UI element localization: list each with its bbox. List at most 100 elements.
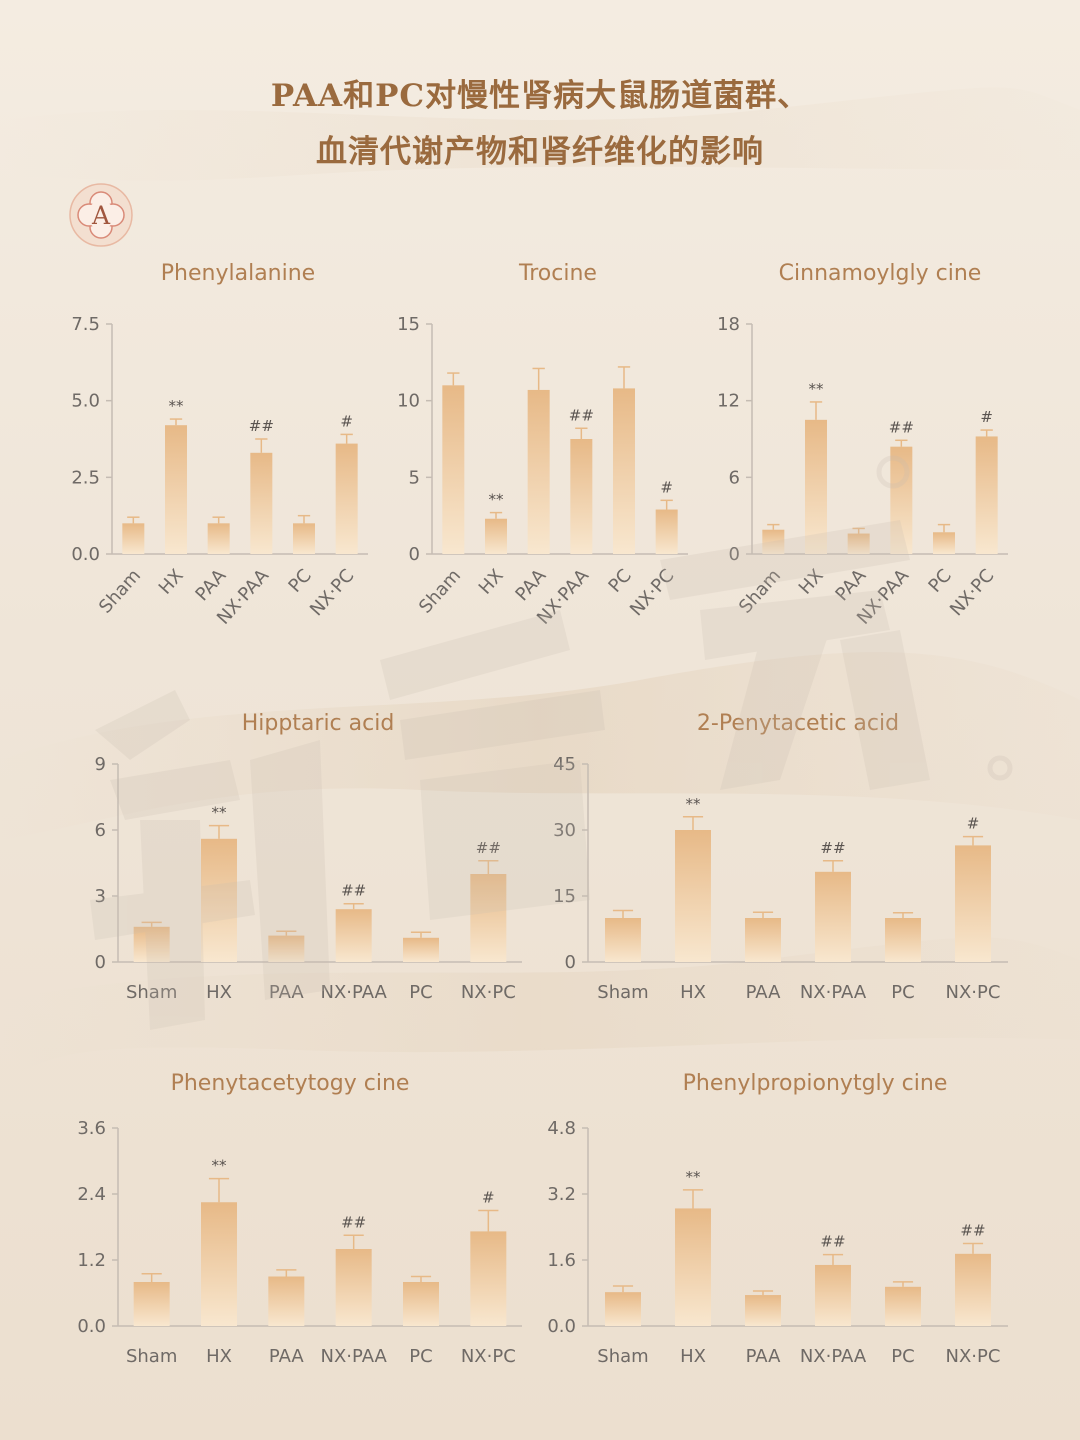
bar (847, 533, 870, 554)
bar (442, 385, 465, 554)
bar (885, 918, 921, 962)
x-category-label: HX (795, 565, 828, 598)
x-category-label: HX (680, 982, 706, 1003)
bar (955, 845, 991, 962)
significance-label: ## (569, 406, 594, 424)
y-tick-label: 9 (95, 754, 106, 775)
y-tick-label: 5 (409, 467, 420, 488)
significance-label: # (980, 408, 993, 426)
y-tick-label: 0.0 (77, 1316, 106, 1337)
chart-title: Trocine (518, 261, 597, 286)
bar (133, 1282, 170, 1326)
bar (527, 389, 550, 554)
x-category-label: Sham (126, 1346, 177, 1367)
bar (745, 918, 781, 962)
significance-label: # (482, 1189, 495, 1207)
significance-label: ** (212, 804, 228, 822)
x-category-label: NX·PC (306, 565, 358, 620)
bar (268, 1276, 305, 1326)
x-category-label: HX (680, 1346, 706, 1367)
significance-label: ** (809, 380, 825, 398)
significance-label: ** (489, 491, 505, 509)
x-category-label: PC (604, 565, 635, 596)
significance-label: ## (341, 1213, 366, 1231)
x-category-label: PC (409, 982, 432, 1003)
significance-label: ## (341, 882, 366, 900)
x-category-label: Sham (735, 565, 785, 617)
chart-title: Cinnamoylgly cine (779, 261, 982, 286)
x-category-label: NX·PC (946, 1346, 1001, 1367)
bar (403, 1282, 439, 1326)
bar (201, 838, 237, 962)
x-category-label: HX (475, 565, 508, 598)
x-category-label: PC (891, 982, 914, 1003)
chart-title: Hipptaric acid (242, 711, 395, 736)
x-category-label: NX·PC (946, 565, 998, 620)
bar (293, 523, 315, 554)
x-category-label: HX (206, 982, 232, 1003)
y-tick-label: 1.2 (77, 1250, 106, 1271)
bar (675, 830, 711, 962)
badge-letter: A (91, 201, 111, 230)
bar (655, 509, 678, 554)
significance-label: ** (686, 1168, 702, 1186)
bar (250, 452, 273, 554)
bar (762, 529, 785, 554)
x-category-label: PAA (269, 982, 305, 1003)
chart-cinnamoylglycine: Cinnamoylgly cine 0 6 12 18 Sham ** HX PAA ## NX·P… (717, 261, 1008, 629)
x-category-label: PC (409, 1346, 432, 1367)
bar (403, 937, 439, 962)
significance-label: ## (889, 418, 914, 436)
x-category-label: Sham (597, 982, 648, 1003)
bar (207, 523, 230, 554)
x-category-label: HX (206, 1346, 232, 1367)
y-tick-label: 2.5 (71, 467, 100, 488)
bar (570, 439, 593, 554)
x-category-label: PC (924, 565, 955, 596)
bar (470, 1231, 507, 1326)
y-tick-label: 6 (95, 820, 106, 841)
significance-label: ## (960, 1222, 985, 1240)
bar (335, 1249, 372, 1326)
significance-label: ** (686, 795, 702, 813)
y-tick-label: 0.0 (547, 1316, 576, 1337)
bar (613, 388, 635, 554)
chart-phenylpropionylglycine: Phenylpropionytgly cine 0.0 1.6 3.2 4.8 Sham *… (547, 1071, 1008, 1367)
significance-label: # (967, 815, 980, 833)
bar (470, 874, 507, 962)
y-tick-label: 4.8 (547, 1118, 576, 1139)
x-category-label: PAA (746, 982, 782, 1003)
significance-label: ## (249, 417, 274, 435)
significance-label: ## (820, 1233, 845, 1251)
x-category-label: Sham (597, 1346, 648, 1367)
y-tick-label: 10 (397, 391, 420, 412)
bar (815, 871, 851, 962)
bar (815, 1264, 851, 1326)
x-category-label: PAA (746, 1346, 782, 1367)
bar (335, 909, 372, 962)
significance-label: ** (212, 1157, 228, 1175)
y-tick-label: 6 (729, 467, 740, 488)
bar (890, 446, 913, 554)
bar (955, 1253, 991, 1326)
significance-label: ## (476, 839, 501, 857)
chart-phenylalanine: Phenylalanine 0.0 2.5 5.0 7.5 Sham ** HX PAA ## NX… (71, 261, 368, 629)
bar (335, 443, 358, 554)
bar (805, 419, 827, 554)
bar (675, 1208, 711, 1326)
x-category-label: PC (284, 565, 315, 596)
y-tick-label: 15 (553, 886, 576, 907)
y-tick-label: 3 (95, 886, 106, 907)
y-tick-label: 0 (565, 952, 576, 973)
y-tick-label: 0 (409, 544, 420, 565)
y-tick-label: 2.4 (77, 1184, 106, 1205)
chart-phenylacetic-acid: 2-Penytacetic acid 0 15 30 45 Sham ** HX PAA ## NX… (553, 711, 1008, 1003)
x-category-label: NX·PC (626, 565, 678, 620)
x-category-label: NX·PC (461, 1346, 516, 1367)
chart-title: 2-Penytacetic acid (697, 711, 899, 736)
x-category-label: NX·PC (946, 982, 1001, 1003)
chart-hippuric-acid: Hipptaric acid 0 3 6 9 Sham ** HX PAA ## NX·PAA PC #… (95, 711, 522, 1003)
x-category-label: PC (891, 1346, 914, 1367)
y-tick-label: 18 (717, 314, 740, 335)
